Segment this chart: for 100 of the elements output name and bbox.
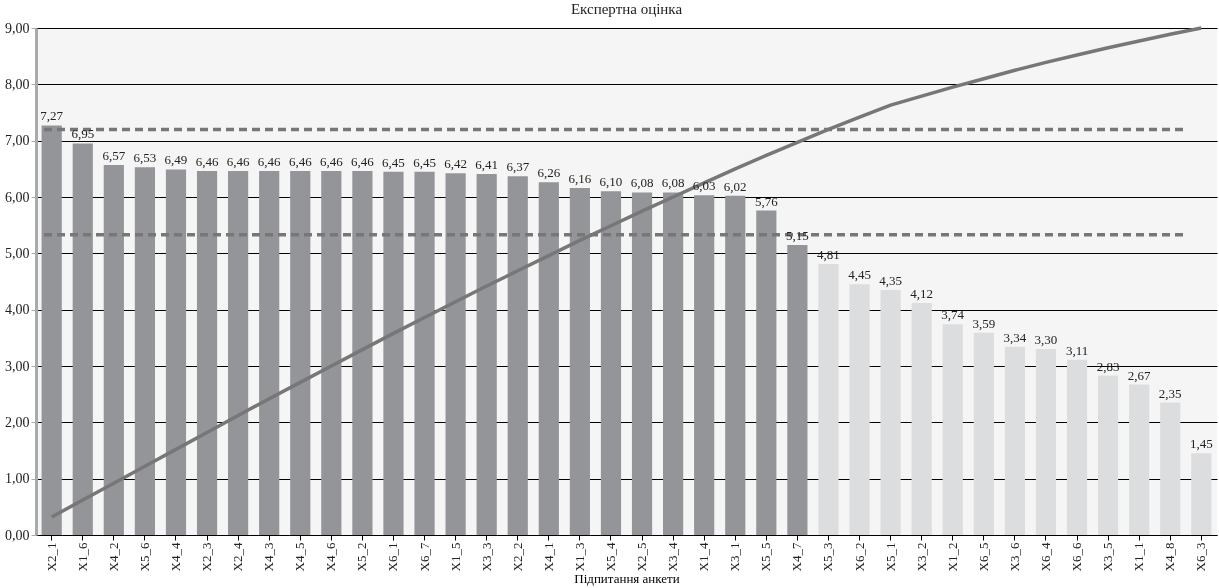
x-tick-label: X2_1 [43, 542, 59, 572]
bar [694, 195, 715, 535]
x-tick-label: X4_1 [540, 542, 556, 572]
data-label: 4,12 [910, 285, 934, 301]
x-tick-label: X6_4 [1037, 542, 1053, 572]
bar [818, 264, 839, 535]
bar [290, 171, 311, 535]
y-tick-label: 6,00 [5, 189, 30, 205]
x-tick-label: X1_5 [447, 542, 463, 572]
data-label: 6,46 [288, 154, 313, 170]
x-tick-label: X6_2 [851, 542, 867, 572]
data-label: 3,74 [941, 307, 965, 323]
data-label: 6,08 [630, 175, 654, 191]
bar [1004, 346, 1025, 535]
x-tick-label: X5_4 [602, 542, 618, 572]
data-label: 6,53 [133, 150, 157, 166]
bar [321, 171, 342, 535]
x-tick-label: X4_3 [261, 542, 277, 572]
y-tick-label: 5,00 [5, 245, 30, 261]
x-tick-label: X3_5 [1100, 542, 1116, 572]
bar [476, 173, 497, 535]
x-tick-label: X6_7 [416, 542, 432, 572]
x-tick-label: X2_3 [199, 542, 215, 572]
data-label: 6,45 [413, 154, 436, 170]
data-label: 6,49 [164, 152, 188, 168]
bar [725, 195, 746, 535]
data-label: 6,02 [723, 178, 747, 194]
data-label: 1,45 [1189, 436, 1213, 452]
bar [72, 143, 93, 535]
bar [165, 169, 187, 535]
x-tick-label: X3_2 [913, 542, 929, 572]
data-label: 6,37 [506, 159, 530, 175]
x-tick-label: X1_6 [74, 542, 90, 572]
bar [849, 284, 870, 535]
x-tick-label: X1_3 [571, 542, 587, 572]
bar [1160, 402, 1181, 535]
data-label: 6,57 [102, 147, 126, 163]
bar [600, 191, 622, 535]
x-tick-label: X5_2 [354, 542, 370, 572]
bar [538, 182, 559, 535]
data-label: 6,95 [71, 126, 95, 142]
x-tick-label: X3_3 [478, 542, 494, 572]
bar [352, 171, 373, 535]
y-tick-label: 3,00 [5, 358, 30, 374]
x-tick-label: X5_3 [820, 542, 836, 572]
chart-title: Експертна оцінка [570, 1, 683, 17]
data-label: 6,45 [382, 154, 405, 170]
data-label: 3,59 [972, 315, 996, 331]
bar [1129, 384, 1150, 535]
bar [1035, 349, 1057, 535]
x-tick-label: X3_6 [1006, 542, 1022, 572]
bar [756, 210, 777, 535]
x-tick-label: X4_4 [167, 542, 183, 572]
bar [1066, 359, 1088, 535]
data-label: 6,46 [351, 154, 375, 170]
x-tick-label: X5_1 [882, 542, 898, 572]
y-tick-label: 1,00 [5, 471, 30, 487]
x-tick-label: X1_2 [944, 542, 960, 572]
data-label: 6,46 [257, 154, 282, 170]
data-label: 6,46 [226, 154, 250, 170]
data-label: 3,11 [1065, 342, 1089, 358]
x-tick-label: X3_1 [727, 542, 743, 572]
x-tick-label: X4_5 [292, 542, 308, 572]
data-label: 6,26 [537, 165, 561, 181]
data-label: 6,03 [692, 178, 716, 194]
bar [383, 171, 404, 535]
x-tick-label: X6_1 [385, 542, 401, 572]
bar [1098, 375, 1119, 535]
x-tick-label: X5_5 [758, 542, 774, 572]
bar [259, 171, 280, 535]
y-tick-label: 2,00 [5, 414, 30, 430]
y-tick-label: 8,00 [5, 76, 30, 92]
x-tick-label: X4_7 [789, 542, 805, 572]
bar [911, 302, 932, 535]
bar [973, 332, 994, 535]
x-tick-label: X1_4 [696, 542, 712, 572]
x-axis-title: Підпитання анкети [574, 571, 680, 587]
data-label: 6,41 [475, 156, 499, 172]
bar [569, 187, 590, 535]
x-tick-label: X6_3 [1193, 542, 1209, 572]
x-tick-label: X5_6 [136, 542, 152, 572]
bar [445, 173, 466, 535]
data-label: 6,08 [661, 175, 685, 191]
x-tick-label: X4_6 [323, 542, 339, 572]
bar [414, 171, 435, 535]
x-tick-label: X4_2 [105, 542, 121, 572]
bar [880, 289, 901, 535]
bar [663, 192, 684, 535]
bar [631, 192, 653, 535]
bar [103, 164, 124, 535]
data-label: 5,76 [754, 193, 779, 209]
x-tick-label: X2_5 [634, 542, 650, 572]
bar [134, 167, 155, 535]
x-tick-label: X6_6 [1069, 542, 1085, 572]
data-label: 6,46 [195, 154, 219, 170]
data-label: 2,35 [1158, 385, 1182, 401]
x-tick-label: X1_1 [1131, 542, 1147, 572]
x-tick-label: X6_5 [975, 542, 991, 572]
data-label: 6,16 [568, 170, 592, 186]
x-tick-label: X4_8 [1162, 542, 1178, 572]
